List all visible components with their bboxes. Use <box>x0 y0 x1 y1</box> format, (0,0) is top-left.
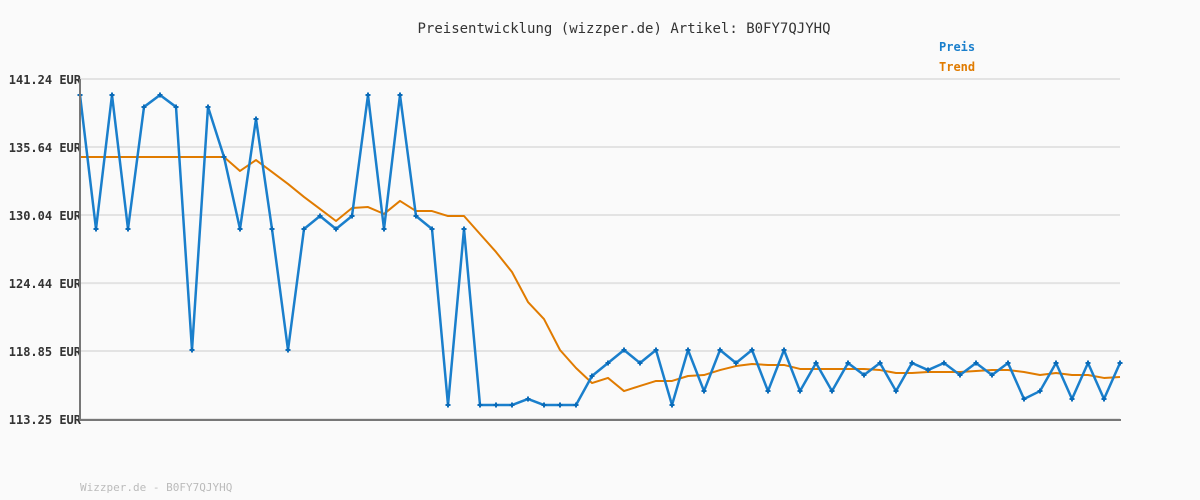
data-point <box>749 347 755 353</box>
data-point <box>877 360 883 366</box>
data-point <box>525 396 531 402</box>
legend-trend: Trend <box>939 60 975 74</box>
data-point <box>717 347 723 353</box>
data-point <box>381 226 387 232</box>
y-tick-label: 113.25 EUR <box>9 413 82 427</box>
data-point <box>621 347 627 353</box>
y-tick-label: 130.04 EUR <box>9 209 82 223</box>
data-point <box>365 92 371 98</box>
data-point <box>669 402 675 408</box>
data-point <box>445 402 451 408</box>
data-point <box>413 213 419 219</box>
y-axis-ticks: 141.24 EUR 135.64 EUR 130.04 EUR 124.44 EUR… <box>9 73 82 427</box>
data-point <box>1005 360 1011 366</box>
data-point <box>269 226 275 232</box>
data-point <box>893 388 899 394</box>
data-point <box>173 104 179 110</box>
data-point <box>493 402 499 408</box>
data-point <box>221 154 227 160</box>
data-point <box>301 226 307 232</box>
data-point <box>941 360 947 366</box>
data-point <box>237 226 243 232</box>
data-point <box>957 372 963 378</box>
data-point <box>589 373 595 379</box>
data-point <box>333 226 339 232</box>
data-point <box>637 360 643 366</box>
data-point <box>429 226 435 232</box>
data-point <box>653 347 659 353</box>
data-point <box>765 388 771 394</box>
y-tick-label: 135.64 EUR <box>9 141 82 155</box>
data-point <box>605 360 611 366</box>
data-point <box>1085 360 1091 366</box>
data-point <box>813 360 819 366</box>
data-point <box>1037 388 1043 394</box>
data-point <box>141 104 147 110</box>
data-point <box>205 104 211 110</box>
legend-preis: Preis <box>939 40 975 54</box>
data-point <box>1069 396 1075 402</box>
series-line-trend <box>80 155 1121 393</box>
data-point <box>1101 396 1107 402</box>
chart-title: Preisentwicklung (wizzper.de) Artikel: B… <box>417 21 830 37</box>
data-point <box>829 388 835 394</box>
y-tick-label: 118.85 EUR <box>9 345 82 359</box>
y-tick-label: 124.44 EUR <box>9 277 82 291</box>
data-point <box>541 402 547 408</box>
data-point <box>397 92 403 98</box>
data-point <box>109 92 115 98</box>
series-line-preis <box>78 93 1122 407</box>
data-point <box>317 213 323 219</box>
data-point <box>349 213 355 219</box>
data-point <box>125 226 131 232</box>
data-point <box>253 116 259 122</box>
data-point <box>861 372 867 378</box>
data-point <box>973 360 979 366</box>
data-point <box>477 402 483 408</box>
data-point <box>189 347 195 353</box>
y-tick-label: 141.24 EUR <box>9 73 82 87</box>
data-point <box>557 402 563 408</box>
series-layer <box>77 92 1123 408</box>
data-point <box>461 226 467 232</box>
data-point <box>989 372 995 378</box>
data-point <box>285 347 291 353</box>
data-point <box>781 347 787 353</box>
data-point <box>797 388 803 394</box>
data-point <box>1021 396 1027 402</box>
data-point <box>845 360 851 366</box>
data-point <box>509 402 515 408</box>
data-point <box>1053 360 1059 366</box>
data-point <box>685 347 691 353</box>
data-point <box>157 92 163 98</box>
data-point <box>93 226 99 232</box>
data-point <box>573 402 579 408</box>
data-point <box>1117 360 1123 366</box>
data-point <box>909 360 915 366</box>
data-point <box>701 388 707 394</box>
footer-text: Wizzper.de - B0FY7QJYHQ <box>80 481 232 494</box>
data-point <box>733 360 739 366</box>
data-point <box>925 367 931 373</box>
